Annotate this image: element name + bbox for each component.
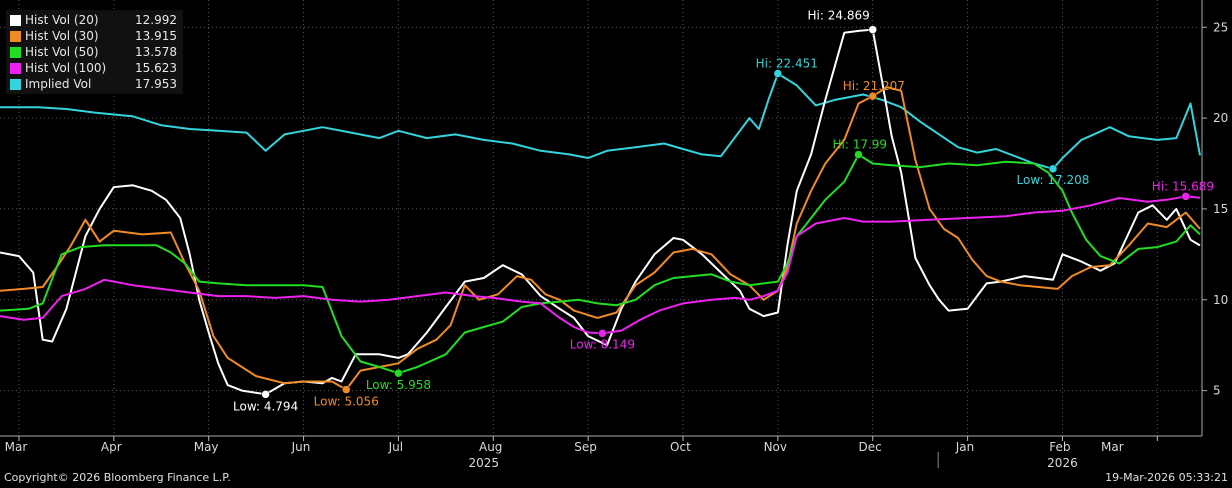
y-tick-label: 25 [1213,20,1228,34]
series-line-hist-vol-100 [0,195,1201,335]
y-tick-label: 15 [1213,202,1228,216]
legend-value: 13.915 [135,29,177,43]
legend-value: 15.623 [135,61,177,75]
extreme-label: Low: 4.794 [233,399,298,413]
x-tick-label: May [194,440,219,454]
timestamp-text: 19-Mar-2026 05:33:21 [1105,471,1228,484]
extreme-label: Low: 5.958 [366,378,431,392]
extreme-label: Low: 17.208 [1017,173,1090,187]
x-tick-label: Jan [955,440,975,454]
extreme-marker [868,25,877,34]
x-tick-label: Oct [670,440,691,454]
x-tick-label: Mar [1101,440,1124,454]
x-tick-label: Feb [1049,440,1070,454]
legend-swatch [10,78,21,90]
legend: Hist Vol (20) 12.992 Hist Vol (30) 13.91… [6,10,183,94]
x-tick-label: Apr [101,440,122,454]
legend-swatch [10,62,21,74]
extreme-marker [598,329,607,338]
extreme-marker [868,91,877,101]
legend-item-hist-vol-50: Hist Vol (50) 13.578 [10,44,177,60]
copyright-text: Copyright© 2026 Bloomberg Finance L.P. [4,471,231,484]
annotations: Hi: 24.869 Hi: 22.451 Hi: 21.207 Hi: 17.99 H… [233,9,1214,414]
y-tick-label: 10 [1213,293,1228,307]
legend-value: 13.578 [135,45,177,59]
x-tick-label: Aug [479,440,502,454]
legend-label: Hist Vol (20) [25,13,99,27]
legend-label: Hist Vol (50) [25,45,99,59]
extreme-marker [261,390,270,399]
extreme-marker [341,385,351,394]
series-line-hist-vol-50 [0,153,1201,375]
legend-swatch [10,46,21,58]
x-year-label: 2026 [1047,456,1078,470]
series-line-hist-vol-20 [0,28,1201,396]
x-tick-label: Dec [859,440,882,454]
extreme-marker [394,368,403,378]
x-tick-label: Jul [388,440,403,454]
y-tick-label: 20 [1213,111,1228,125]
extreme-label: Hi: 24.869 [808,9,870,23]
legend-label: Hist Vol (100) [25,61,107,75]
legend-swatch [10,14,21,26]
x-tick-label: Nov [764,440,787,454]
x-tick-label: Sep [574,440,597,454]
legend-value: 17.953 [135,77,177,91]
x-tick-label: Mar [5,440,28,454]
legend-label: Hist Vol (30) [25,29,99,43]
legend-item-hist-vol-30: Hist Vol (30) 13.915 [10,28,177,44]
legend-item-hist-vol-20: Hist Vol (20) 12.992 [10,12,177,28]
extreme-label: Hi: 17.99 [832,138,887,152]
extreme-marker [773,69,783,78]
x-tick-label: Jun [291,440,311,454]
y-tick-label: 5 [1213,384,1221,398]
series-lines [0,28,1201,396]
legend-item-hist-vol-100: Hist Vol (100) 15.623 [10,60,177,76]
legend-value: 12.992 [135,13,177,27]
extreme-label: Hi: 21.207 [843,79,905,93]
extreme-label: Hi: 22.451 [756,57,818,71]
extreme-marker [1181,192,1191,201]
series-line-implied-vol [0,72,1201,170]
extreme-marker [1048,164,1058,174]
series-line-hist-vol-30 [0,86,1201,391]
legend-item-implied-vol: Implied Vol 17.953 [10,76,177,92]
extreme-label: Low: 8.149 [570,337,635,351]
extreme-label: Low: 5.056 [314,395,379,409]
legend-label: Implied Vol [25,77,92,91]
extreme-label: Hi: 15.689 [1152,179,1214,193]
legend-swatch [10,30,21,42]
extreme-marker [854,150,863,159]
x-year-label: 2025 [469,456,500,470]
